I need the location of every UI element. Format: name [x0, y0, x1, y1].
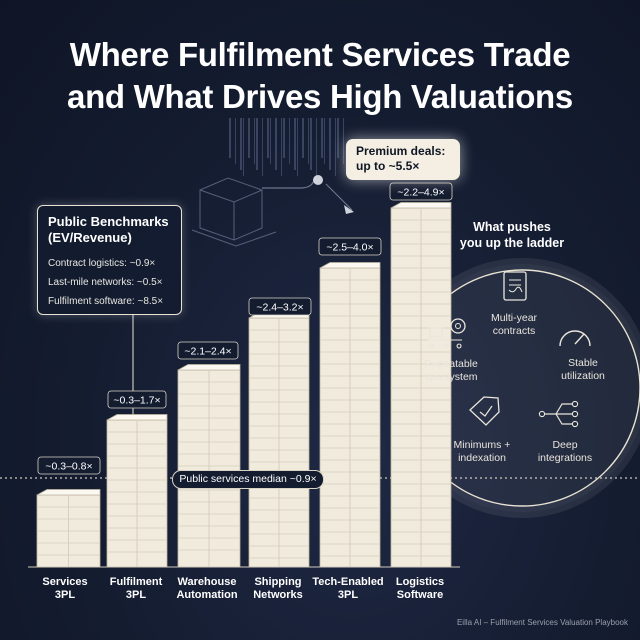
x-tick-label-4: Tech-Enabled 3PL [303, 576, 393, 602]
ladder-title-line2: you up the ladder [459, 236, 565, 250]
gauge-needle-icon [574, 333, 585, 345]
tower-top-4 [319, 262, 381, 269]
driver-line: integrations [537, 452, 593, 464]
premium-line1: Premium deals: [356, 144, 446, 158]
range-label-1: ~0.3–1.7× [113, 395, 160, 407]
integration-node-icon [571, 410, 579, 418]
x-tick-line: 3PL [125, 589, 147, 601]
range-pill-0 [37, 456, 101, 475]
x-tick-label-2: Warehouse Automation [162, 576, 252, 602]
flow-arrowhead [344, 205, 354, 214]
range-labels: ~0.3–0.8× ~0.3–1.7× ~2.1–2.4× ~2.4–3.2× ~2.5… [37, 182, 453, 475]
x-tick-line: Services [42, 576, 88, 588]
driver-line: contracts [492, 325, 536, 337]
towers [28, 202, 460, 568]
driver-line: Stable [568, 357, 598, 369]
ops-box-icon [429, 327, 443, 338]
benchmarks-box: Public Benchmarks (EV/Revenue) Contract … [37, 205, 182, 315]
tower-top-2 [177, 364, 241, 371]
pallet-base [191, 229, 277, 247]
range-pill-3 [248, 297, 312, 316]
driver-label-ops: Repeatable ops system [406, 358, 496, 384]
driver-line: indexation [458, 452, 506, 464]
range-pill-1 [107, 390, 167, 409]
x-tick-line: 3PL [54, 589, 76, 601]
range-label-2: ~2.1–2.4× [184, 346, 231, 358]
x-tick-label-5: Logistics Software [375, 576, 465, 602]
range-label-0: ~0.3–0.8× [45, 461, 92, 473]
range-label-5: ~2.2–4.9× [397, 187, 444, 199]
driver-line: Multi-year [490, 312, 538, 324]
range-pill-4 [318, 237, 382, 256]
benchmarks-title: Public Benchmarks (EV/Revenue) [48, 214, 169, 246]
benchmarks-title-line1: Public Benchmarks [48, 214, 169, 229]
chart-title-line2: and What Drives High Valuations [67, 78, 573, 115]
x-tick-line: 3PL [337, 589, 359, 601]
tower-top-5 [390, 202, 452, 209]
range-pill-5 [389, 182, 453, 201]
integration-node-icon [538, 410, 546, 418]
price-tag-icon [469, 396, 500, 426]
ladder-title: What pushes you up the ladder [432, 219, 592, 251]
ladder-title-line1: What pushes [473, 220, 551, 234]
integration-node-icon [571, 400, 579, 408]
contract-icon-lines [508, 279, 523, 293]
benchmark-row: Fulfilment software: ~8.5× [48, 296, 164, 307]
x-tick-line: Tech-Enabled [312, 576, 384, 588]
pallet-boxes-edge [199, 189, 263, 240]
benchmark-row: Contract logistics: ~0.9× [48, 258, 156, 269]
integration-node-icon [571, 420, 579, 428]
x-tick-label-1: Fulfilment 3PL [91, 576, 181, 602]
x-tick-line: Networks [253, 589, 303, 601]
x-tick-label-3: Shipping Networks [233, 576, 323, 602]
driver-label-utilization: Stable utilization [538, 357, 628, 383]
contract-icon [503, 271, 527, 301]
gauge-icon [559, 330, 591, 347]
range-label-3: ~2.4–3.2× [256, 302, 303, 314]
driver-label-contracts: Multi-year contracts [469, 312, 559, 338]
driver-line: Repeatable [424, 358, 478, 370]
driver-label-indexation: Minimums + indexation [437, 439, 527, 465]
x-tick-line: Logistics [395, 576, 445, 588]
driver-line: Deep [552, 439, 578, 451]
tower-top-1 [106, 414, 168, 421]
premium-line2: up to ~5.5× [356, 159, 420, 173]
tower-top-0 [36, 489, 101, 496]
x-tick-line: Automation [176, 589, 238, 601]
range-label-4: ~2.5–4.0× [326, 242, 373, 254]
ops-conveyor-icon [428, 339, 462, 349]
footer-credit: Eilla AI – Fulfilment Services Valuation… [456, 618, 628, 627]
background-decor [0, 118, 640, 479]
ops-gear-hub [455, 323, 461, 329]
chart-title-line1: Where Fulfilment Services Trade [69, 36, 571, 73]
driver-line: ops system [424, 371, 478, 383]
premium-deals-callout: Premium deals: up to ~5.5× [346, 139, 460, 180]
benchmarks-title-line2: (EV/Revenue) [48, 230, 132, 245]
ops-gear-icon [450, 318, 466, 334]
driver-icons [428, 271, 591, 428]
benchmark-row: Last-mile networks: ~0.5× [48, 277, 163, 288]
x-tick-label-0: Services 3PL [20, 576, 110, 602]
driver-label-integrations: Deep integrations [520, 439, 610, 465]
driver-line: Minimums + [453, 439, 511, 451]
flow-node [313, 175, 323, 185]
x-tick-line: Software [396, 589, 444, 601]
flow-line [262, 179, 353, 211]
x-tick-line: Fulfilment [109, 576, 163, 588]
median-label: Public services median ~0.9× [172, 470, 324, 489]
x-tick-line: Warehouse [177, 576, 237, 588]
pallet-boxes-outline [199, 177, 263, 241]
range-pill-2 [177, 341, 239, 360]
integration-icon [544, 403, 572, 425]
x-tick-line: Shipping [254, 576, 302, 588]
driver-line: utilization [561, 370, 605, 382]
price-tag-check-icon [479, 405, 493, 417]
